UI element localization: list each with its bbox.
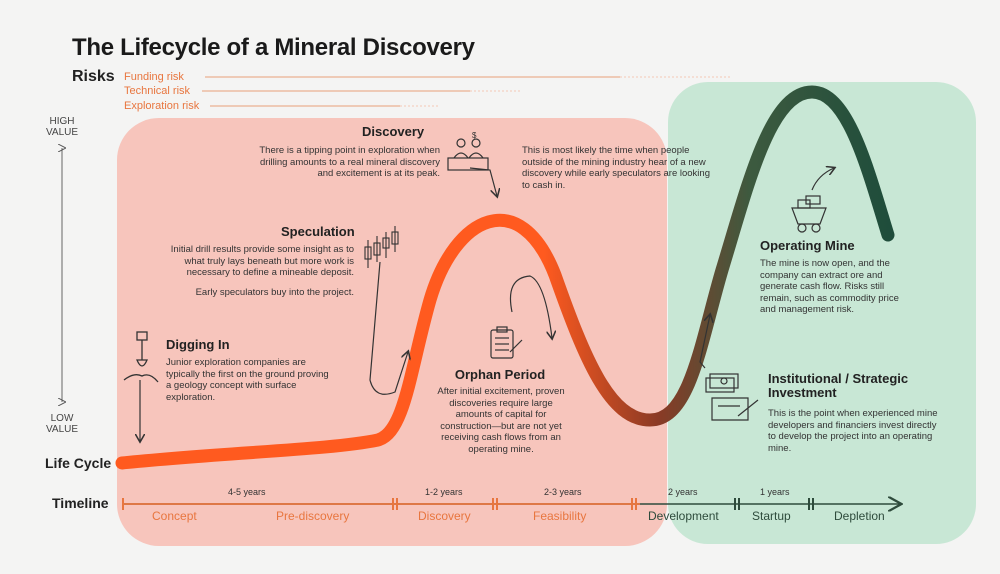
- lifecycle-curve: [115, 85, 895, 470]
- timeline-ticks: [122, 498, 814, 510]
- digging-in-text: Junior exploration companies are typical…: [166, 357, 329, 403]
- timeline-label: Timeline: [52, 495, 109, 511]
- speculation-arrow: [369, 261, 408, 395]
- risks-label: Risks: [72, 68, 115, 85]
- high-value-label: HIGH VALUE: [45, 116, 79, 138]
- duration-development: 2 years: [668, 487, 698, 497]
- discovery-note-text: This is most likely the time when people…: [522, 145, 710, 191]
- digging-in-title: Digging In: [166, 337, 230, 352]
- phase-feasibility: Feasibility: [533, 509, 587, 523]
- speculation-title: Speculation: [281, 224, 355, 239]
- mine-cart-icon: [791, 195, 827, 233]
- discovery-text: There is a tipping point in exploration …: [259, 145, 440, 179]
- phase-discovery: Discovery: [418, 509, 471, 523]
- page-title: The Lifecycle of a Mineral Discovery: [72, 34, 475, 61]
- low-value-label: LOW VALUE: [45, 413, 79, 435]
- duration-discovery: 1-2 years: [425, 487, 463, 497]
- duration-feasibility: 2-3 years: [544, 487, 582, 497]
- orphan-period-text: After initial excitement, proven discove…: [437, 386, 565, 455]
- money-and-contract-icon: [705, 373, 759, 421]
- exploration-risk-label: Exploration risk: [124, 100, 200, 112]
- orphan-period-title: Orphan Period: [454, 367, 546, 382]
- duration-startup: 1 years: [760, 487, 790, 497]
- speculation-text-2: Early speculators buy into the project.: [195, 287, 354, 298]
- clipboard-checklist-icon: [490, 326, 523, 359]
- people-at-desk-icon: $: [447, 131, 489, 171]
- institutional-text: This is the point when experienced mine …: [768, 408, 938, 454]
- svg-text:$: $: [472, 131, 477, 140]
- speculation-text: Initial drill results provide some insig…: [170, 244, 354, 278]
- institutional-title: Institutional / Strategic Investment: [768, 371, 909, 400]
- lifecycle-label: Life Cycle: [45, 455, 112, 471]
- orphan-arrow: [509, 275, 552, 338]
- shovel-icon: [123, 331, 159, 383]
- funding-risk-label: Funding risk: [124, 71, 184, 83]
- candlestick-chart-icon: [364, 226, 399, 268]
- phase-depletion: Depletion: [834, 509, 885, 523]
- operating-arrow: [811, 168, 834, 191]
- phase-startup: Startup: [752, 509, 791, 523]
- phase-concept: Concept: [152, 509, 197, 523]
- duration-concept: 4-5 years: [228, 487, 266, 497]
- discovery-arrow: [469, 167, 497, 196]
- discovery-title: Discovery: [362, 124, 425, 139]
- phase-pre-discovery: Pre-discovery: [276, 509, 350, 523]
- operating-mine-title: Operating Mine: [760, 238, 855, 253]
- phase-development: Development: [648, 509, 719, 523]
- operating-mine-text: The mine is now open, and the company ca…: [760, 258, 899, 315]
- institutional-arrow: [699, 315, 710, 369]
- technical-risk-label: Technical risk: [124, 85, 191, 97]
- development-zone: [668, 82, 976, 544]
